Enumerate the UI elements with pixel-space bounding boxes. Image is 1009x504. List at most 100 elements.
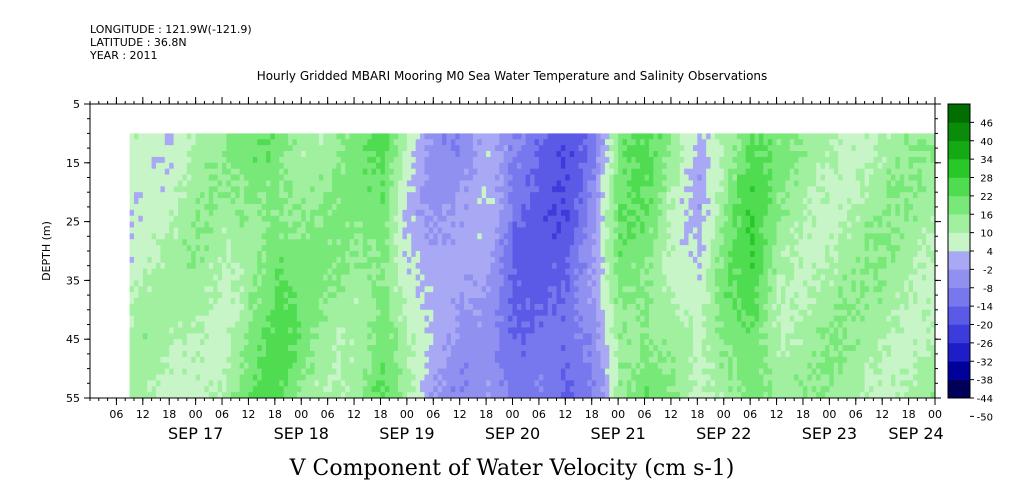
heatmap-cell	[499, 245, 505, 252]
heatmap-cell	[296, 180, 302, 187]
heatmap-cell	[455, 333, 461, 340]
heatmap-cell	[244, 350, 249, 358]
heatmap-cell	[560, 315, 566, 322]
heatmap-cell	[358, 168, 364, 175]
heatmap-cell	[142, 303, 148, 311]
heatmap-cell	[521, 168, 527, 175]
heatmap-cell	[310, 303, 315, 311]
heatmap-cell	[569, 174, 575, 181]
heatmap-cell	[389, 321, 395, 328]
heatmap-cell	[411, 303, 417, 311]
heatmap-cell	[252, 327, 258, 334]
heatmap-cell	[257, 268, 263, 275]
heatmap-cell	[195, 333, 201, 340]
heatmap-cell	[406, 274, 412, 281]
heatmap-cell	[600, 327, 606, 334]
heatmap-cell	[490, 339, 496, 346]
heatmap-cell	[490, 380, 496, 387]
heatmap-cell	[314, 309, 320, 317]
heatmap-cell	[534, 286, 540, 293]
heatmap-cell	[371, 203, 377, 211]
heatmap-cell	[600, 233, 606, 240]
heatmap-cell	[596, 145, 601, 152]
heatmap-cell	[530, 309, 535, 317]
heatmap-cell	[384, 192, 390, 199]
heatmap-cell	[217, 256, 223, 264]
heatmap-cell	[411, 145, 417, 152]
heatmap-cell	[226, 345, 232, 352]
heatmap-cell	[613, 356, 619, 364]
heatmap-cell	[239, 227, 245, 234]
heatmap-cell	[411, 333, 417, 340]
heatmap-cell	[472, 303, 478, 311]
heatmap-cell	[349, 198, 355, 205]
heatmap-cell	[222, 227, 227, 234]
heatmap-cell	[437, 392, 443, 399]
heatmap-cell	[296, 203, 302, 211]
heatmap-cell	[516, 350, 522, 358]
heatmap-cell	[384, 168, 390, 175]
heatmap-cell	[587, 356, 593, 364]
heatmap-cell	[486, 350, 491, 358]
heatmap-cell	[481, 145, 487, 152]
heatmap-cell	[283, 139, 289, 146]
heatmap-cell	[384, 133, 390, 140]
heatmap-cell	[371, 315, 377, 322]
heatmap-cell	[336, 215, 342, 222]
heatmap-cell	[160, 392, 166, 399]
heatmap-cell	[195, 350, 201, 358]
heatmap-cell	[314, 239, 320, 246]
heatmap-cell	[503, 192, 509, 199]
heatmap-cell	[244, 139, 249, 146]
heatmap-cell	[288, 374, 293, 381]
heatmap-cell	[230, 339, 236, 346]
heatmap-cell	[239, 139, 245, 146]
heatmap-cell	[402, 227, 408, 234]
heatmap-cell	[459, 339, 465, 346]
heatmap-cell	[178, 162, 183, 170]
heatmap-cell	[415, 286, 421, 293]
heatmap-cell	[516, 280, 522, 287]
heatmap-cell	[613, 274, 619, 281]
heatmap-cell	[371, 392, 377, 399]
heatmap-cell	[142, 133, 148, 140]
heatmap-cell	[248, 221, 254, 228]
heatmap-cell	[279, 274, 285, 281]
heatmap-cell	[169, 209, 175, 217]
heatmap-cell	[349, 151, 355, 158]
heatmap-cell	[283, 280, 289, 287]
heatmap-cell	[354, 186, 359, 193]
heatmap-cell	[230, 180, 236, 187]
heatmap-cell	[134, 286, 139, 293]
heatmap-cell	[503, 215, 509, 222]
heatmap-cell	[490, 386, 496, 393]
heatmap-cell	[609, 209, 615, 217]
heatmap-cell	[283, 198, 289, 205]
heatmap-cell	[600, 386, 606, 393]
heatmap-cell	[547, 203, 553, 211]
heatmap-cell	[503, 245, 509, 252]
heatmap-cell	[318, 292, 324, 299]
heatmap-cell	[244, 203, 249, 211]
heatmap-cell	[151, 162, 157, 170]
heatmap-cell	[547, 221, 553, 228]
heatmap-cell	[151, 203, 157, 211]
heatmap-cell	[450, 327, 456, 334]
heatmap-cell	[442, 145, 447, 152]
heatmap-cell	[151, 233, 157, 240]
heatmap-cell	[248, 139, 254, 146]
heatmap-cell	[230, 168, 236, 175]
heatmap-cell	[283, 274, 289, 281]
heatmap-cell	[534, 327, 540, 334]
heatmap-cell	[468, 245, 474, 252]
heatmap-cell	[173, 386, 179, 393]
heatmap-cell	[138, 345, 144, 352]
heatmap-cell	[596, 262, 601, 270]
heatmap-cell	[169, 280, 175, 287]
heatmap-cell	[332, 280, 337, 287]
heatmap-cell	[481, 333, 487, 340]
heatmap-cell	[543, 198, 549, 205]
heatmap-cell	[609, 286, 615, 293]
heatmap-cell	[222, 203, 227, 211]
